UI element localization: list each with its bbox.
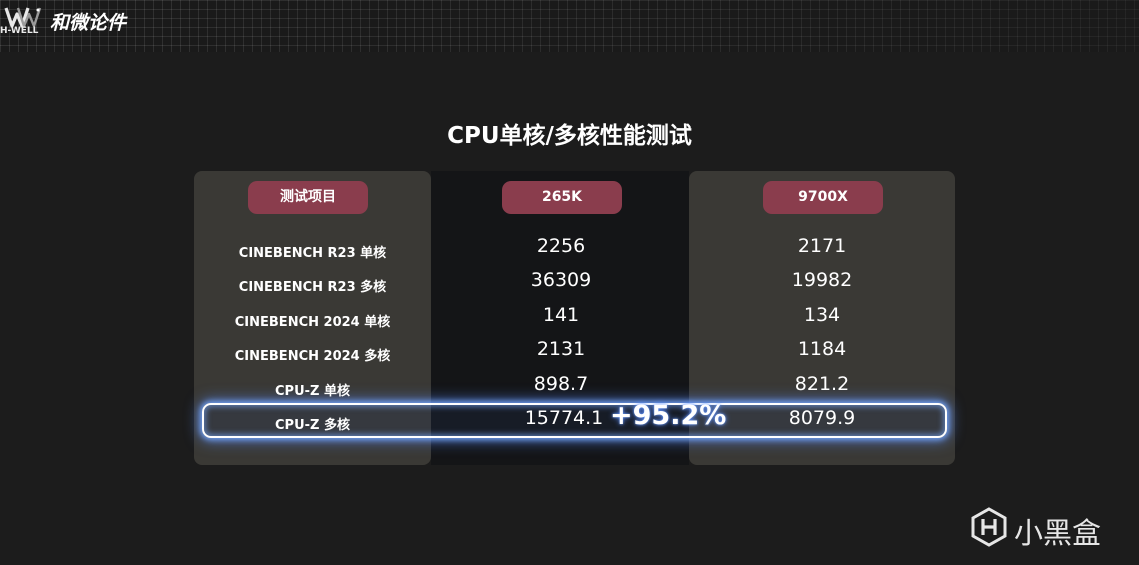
hwell-logo-icon: [4, 7, 42, 28]
column-panel-9700x: [689, 171, 955, 465]
score-265k: 141: [542, 304, 580, 326]
header-pill-tests: 测试项目: [248, 181, 368, 214]
test-label: CINEBENCH R23 多核: [238, 280, 387, 295]
score-265k: 36309: [530, 269, 592, 291]
score-265k: 2131: [536, 338, 586, 360]
heybox-logo-icon: [971, 507, 1007, 547]
logo-subtext: H-WELL: [0, 26, 39, 36]
score-9700x: 8079.9: [788, 407, 856, 429]
score-9700x: 2171: [797, 235, 847, 257]
test-label: CINEBENCH 2024 单核: [234, 315, 391, 330]
score-265k: 15774.1: [524, 407, 604, 429]
page-title: CPU单核/多核性能测试: [447, 123, 692, 149]
score-265k: 2256: [536, 235, 586, 257]
brand-name: 和微论件: [50, 12, 127, 34]
highlight-row-frame: [202, 403, 947, 438]
test-label: CPU-Z 多核: [275, 418, 350, 433]
test-label: CINEBENCH 2024 多核: [234, 349, 391, 364]
performance-gain-badge: +95.2%: [610, 400, 727, 431]
watermark-text: 小黑盒: [1014, 516, 1102, 550]
header-pill-265k: 265K: [502, 181, 622, 214]
column-panel-tests: [194, 171, 431, 465]
test-label: CINEBENCH R23 单核: [238, 246, 387, 261]
score-9700x: 821.2: [794, 373, 850, 395]
header-bar: H-WELL 和微论件: [0, 0, 1139, 52]
score-9700x: 134: [803, 304, 841, 326]
test-label: CPU-Z 单核: [275, 384, 350, 399]
score-9700x: 1184: [797, 338, 847, 360]
score-9700x: 19982: [791, 269, 853, 291]
header-pill-9700x: 9700X: [763, 181, 883, 214]
score-265k: 898.7: [533, 373, 589, 395]
column-panel-265k: [431, 171, 689, 465]
